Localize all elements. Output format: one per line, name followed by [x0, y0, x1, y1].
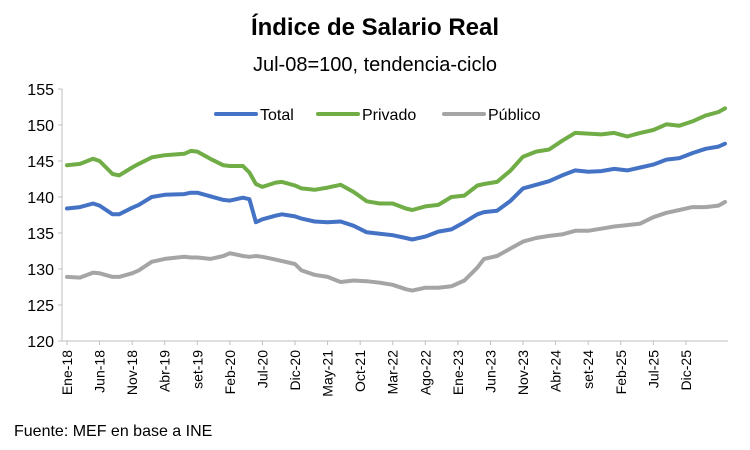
x-tick-label: Ene-23 [450, 350, 466, 395]
series-line-público [65, 200, 727, 293]
x-tick-label: Feb-20 [222, 350, 238, 395]
x-tick-label: Oct-21 [352, 350, 368, 392]
legend: Total Privado Público [214, 107, 541, 124]
x-tick-label: Nov-18 [124, 350, 140, 395]
series-line-privado [65, 106, 727, 212]
x-tick-label: Jul-20 [254, 350, 270, 388]
axes: 120 125 130 135 140 145 150 155 Ene-18 Jun-18 Nov-… [27, 82, 728, 397]
x-tick-label: May-21 [320, 350, 336, 397]
legend-label: Privado [362, 107, 416, 124]
chart-title: Índice de Salario Real [250, 14, 500, 41]
y-tick-label: 135 [27, 226, 54, 243]
y-tick-label: 150 [27, 118, 54, 135]
x-tick-label: Jun-18 [92, 350, 108, 393]
x-tick-label: Mar-22 [385, 350, 401, 395]
x-tick-label: Jul-25 [645, 350, 661, 388]
y-tick-label: 155 [27, 82, 54, 99]
y-tick-label: 140 [27, 190, 54, 207]
series-lines [65, 106, 727, 293]
series-line-total [65, 141, 727, 242]
x-tick-label: set-19 [189, 350, 205, 389]
x-tick-label: Abr-19 [157, 350, 173, 392]
x-tick-label: Ene-18 [59, 350, 75, 395]
y-tick-label: 145 [27, 154, 54, 171]
x-tick-label: Feb-25 [613, 350, 629, 395]
y-tick-label: 125 [27, 298, 54, 315]
legend-label: Público [488, 107, 541, 124]
legend-label: Total [260, 107, 294, 124]
x-tick-label: set-24 [580, 350, 596, 389]
y-tick-label: 130 [27, 262, 54, 279]
x-tick-label: Jun-23 [482, 350, 498, 393]
x-tick-label: Nov-23 [515, 350, 531, 395]
chart-subtitle: Jul-08=100, tendencia-ciclo [252, 54, 498, 76]
x-tick-label: Ago-22 [417, 350, 433, 395]
x-tick-label: Abr-24 [548, 350, 564, 392]
x-tick-label: Dic-25 [678, 350, 694, 391]
x-tick-label: Dic-20 [287, 350, 303, 391]
y-tick-label: 120 [27, 334, 54, 351]
source-note: Fuente: MEF en base a INE [14, 423, 213, 440]
